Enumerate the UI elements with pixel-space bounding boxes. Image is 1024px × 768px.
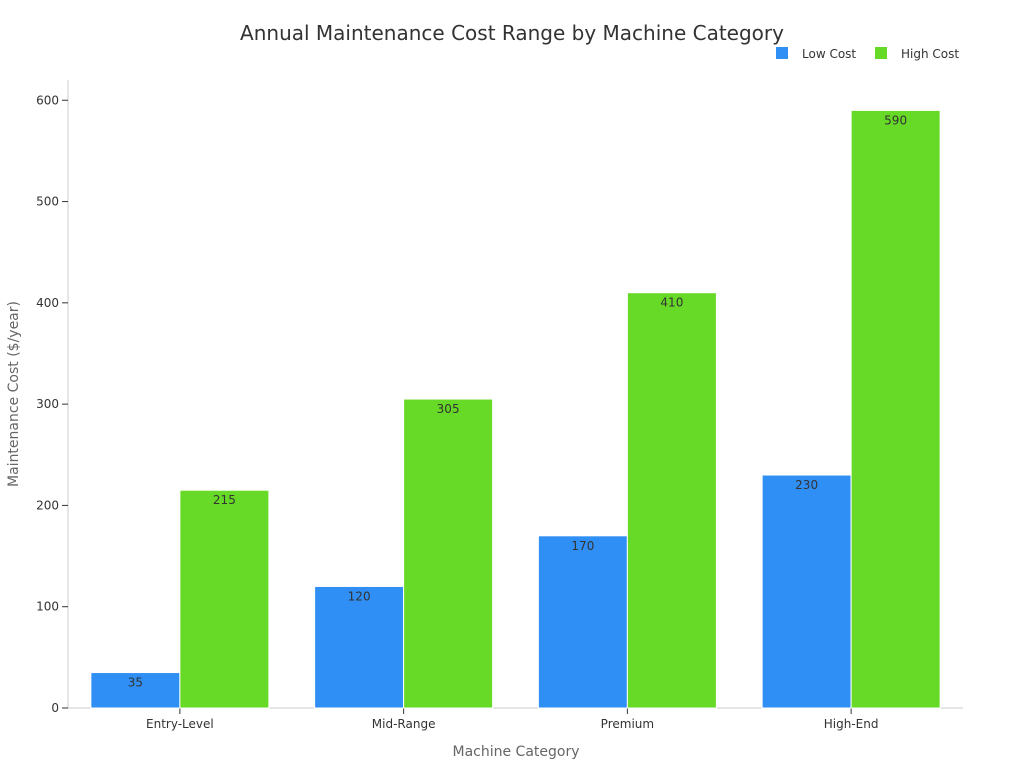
y-tick-label: 300	[36, 397, 59, 411]
bar-high-cost	[403, 398, 494, 709]
legend-swatch	[776, 47, 788, 59]
y-tick-label: 200	[36, 498, 59, 512]
y-tick-label: 400	[36, 296, 59, 310]
x-axis-ticks: Entry-Level Mid-Range Premium High-End	[146, 708, 878, 731]
bar-value-label: 170	[571, 539, 594, 553]
bar-value-label: 230	[795, 478, 818, 492]
legend: Low Cost High Cost	[776, 47, 959, 61]
x-tick-label: Premium	[601, 717, 654, 731]
bar-value-label: 410	[660, 296, 683, 310]
bar-low-cost	[537, 535, 628, 709]
x-axis-label: Machine Category	[452, 744, 579, 760]
legend-swatch	[875, 47, 887, 59]
bar-low-cost	[314, 585, 405, 709]
bar-high-cost	[850, 109, 941, 709]
bar-value-label: 305	[437, 402, 460, 416]
y-tick-label: 500	[36, 195, 59, 209]
bars	[90, 109, 941, 709]
bar-low-cost	[761, 474, 852, 709]
y-tick-label: 0	[51, 701, 59, 715]
legend-label: High Cost	[901, 47, 959, 61]
x-tick-label: Entry-Level	[146, 717, 214, 731]
legend-label: Low Cost	[802, 47, 856, 61]
bar-value-label: 590	[884, 113, 907, 127]
bar-value-label: 215	[213, 493, 236, 507]
y-axis-ticks: 0 100 200 300 400 500 600	[36, 93, 68, 715]
bar-value-label: 120	[348, 589, 371, 603]
bar-high-cost	[626, 292, 717, 709]
x-tick-label: Mid-Range	[372, 717, 436, 731]
bar-value-label: 35	[128, 676, 143, 690]
y-tick-label: 100	[36, 600, 59, 614]
x-tick-label: High-End	[824, 717, 879, 731]
data-labels: 35 215 120 305 170 410 230 590	[128, 113, 907, 689]
y-axis-label: Maintenance Cost ($/year)	[6, 301, 22, 487]
y-tick-label: 600	[36, 93, 59, 107]
chart-title: Annual Maintenance Cost Range by Machine…	[240, 21, 784, 45]
bar-high-cost	[179, 489, 270, 709]
